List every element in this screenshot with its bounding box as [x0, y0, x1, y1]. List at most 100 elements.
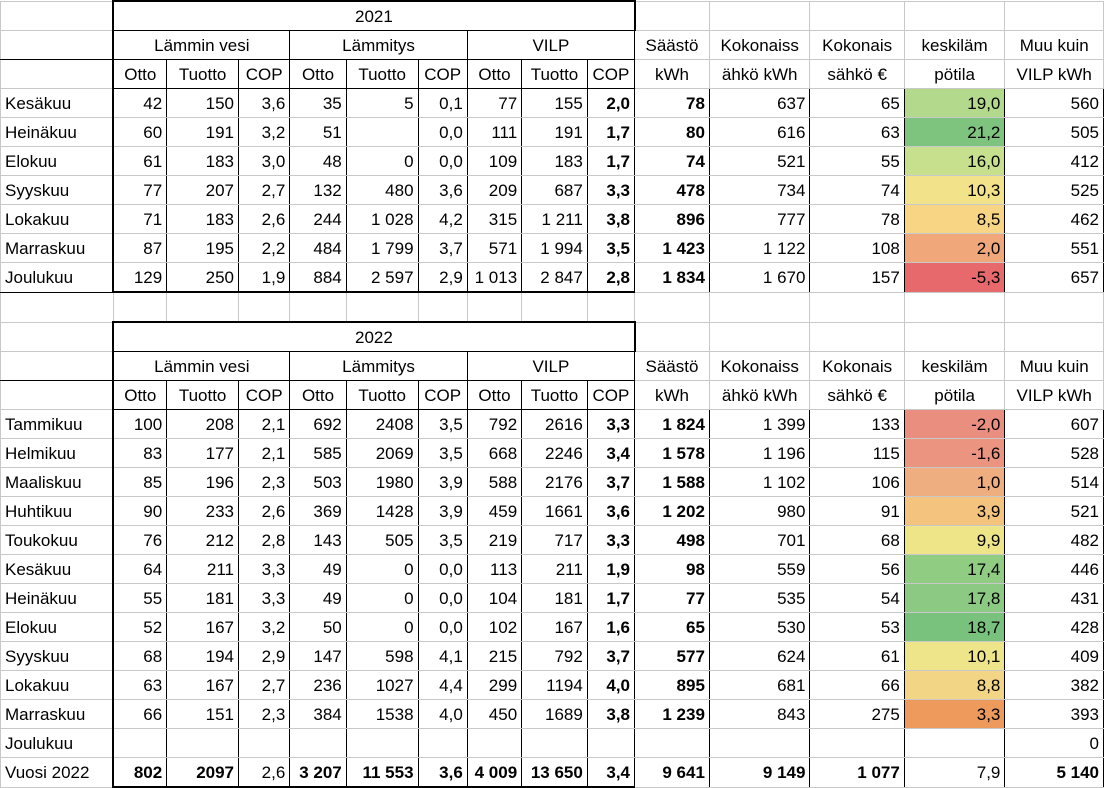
value-cell[interactable]: 521	[1004, 496, 1104, 526]
group-header[interactable]: VILP	[466, 351, 636, 381]
value-cell[interactable]: 3,9	[417, 467, 468, 497]
month-cell[interactable]: Tammikuu	[0, 409, 114, 439]
value-cell[interactable]	[634, 728, 710, 758]
column-header[interactable]: pötila	[903, 380, 1006, 410]
value-cell[interactable]: 559	[708, 554, 811, 584]
blank-cell[interactable]	[708, 0, 811, 31]
value-cell[interactable]: 151	[166, 699, 240, 729]
total-cell[interactable]: 3 207	[289, 757, 347, 788]
value-cell[interactable]: 0	[345, 612, 419, 642]
value-cell[interactable]: 503	[289, 467, 347, 497]
value-cell[interactable]: 53	[809, 612, 905, 642]
value-cell[interactable]: 450	[466, 699, 523, 729]
value-cell[interactable]: 63	[112, 670, 168, 700]
value-cell[interactable]: 211	[166, 554, 240, 584]
value-cell[interactable]: 1 799	[345, 233, 419, 263]
blank-cell[interactable]	[0, 30, 114, 60]
column-header[interactable]: keskiläm	[903, 351, 1006, 381]
value-cell[interactable]: 1 202	[634, 496, 710, 526]
value-cell[interactable]: 369	[289, 496, 347, 526]
sub-header[interactable]: Otto	[289, 380, 347, 410]
total-cell[interactable]: 3,6	[417, 757, 468, 788]
value-cell[interactable]: 315	[466, 204, 523, 234]
value-cell[interactable]: 0,0	[417, 612, 468, 642]
month-cell[interactable]: Lokakuu	[0, 670, 114, 700]
value-cell[interactable]: 3,5	[586, 233, 636, 263]
value-cell[interactable]	[112, 728, 168, 758]
value-cell[interactable]: 560	[1004, 88, 1104, 118]
total-cell[interactable]: 1 077	[809, 757, 905, 788]
value-cell[interactable]: 150	[166, 88, 240, 118]
column-header[interactable]: Kokonaiss	[708, 30, 811, 60]
sub-header[interactable]: COP	[238, 380, 291, 410]
value-cell[interactable]: 85	[112, 467, 168, 497]
group-header[interactable]: VILP	[466, 30, 636, 60]
value-cell[interactable]: 133	[809, 409, 905, 439]
column-header[interactable]: sähkö €	[809, 380, 905, 410]
value-cell[interactable]: 77	[634, 583, 710, 613]
value-cell[interactable]: 106	[809, 467, 905, 497]
blank-cell[interactable]	[238, 291, 291, 323]
value-cell[interactable]: 2616	[521, 409, 588, 439]
temperature-cell[interactable]: 3,3	[903, 699, 1006, 729]
value-cell[interactable]: 0	[1004, 728, 1104, 758]
value-cell[interactable]: 551	[1004, 233, 1104, 263]
value-cell[interactable]: 3,3	[238, 554, 291, 584]
value-cell[interactable]: 196	[166, 467, 240, 497]
value-cell[interactable]: 498	[634, 525, 710, 555]
month-cell[interactable]: Helmikuu	[0, 438, 114, 468]
value-cell[interactable]: 177	[166, 438, 240, 468]
value-cell[interactable]: 1538	[345, 699, 419, 729]
value-cell[interactable]: 132	[289, 175, 347, 205]
value-cell[interactable]: 2069	[345, 438, 419, 468]
value-cell[interactable]: 2,3	[238, 699, 291, 729]
value-cell[interactable]	[166, 728, 240, 758]
temperature-cell[interactable]: 2,0	[903, 233, 1006, 263]
temperature-cell[interactable]: 16,0	[903, 146, 1006, 176]
value-cell[interactable]: 462	[1004, 204, 1104, 234]
value-cell[interactable]: 244	[289, 204, 347, 234]
blank-cell[interactable]	[289, 291, 347, 323]
value-cell[interactable]: 55	[112, 583, 168, 613]
value-cell[interactable]: 0,1	[417, 88, 468, 118]
value-cell[interactable]: 3,5	[417, 438, 468, 468]
value-cell[interactable]: 734	[708, 175, 811, 205]
value-cell[interactable]: 1 239	[634, 699, 710, 729]
value-cell[interactable]: 181	[166, 583, 240, 613]
value-cell[interactable]: 195	[166, 233, 240, 263]
value-cell[interactable]: 446	[1004, 554, 1104, 584]
value-cell[interactable]: 61	[809, 641, 905, 671]
value-cell[interactable]: 393	[1004, 699, 1104, 729]
value-cell[interactable]: 1 013	[466, 262, 523, 293]
value-cell[interactable]: 588	[466, 467, 523, 497]
value-cell[interactable]: 2 597	[345, 262, 419, 293]
sub-header[interactable]: Tuotto	[521, 59, 588, 89]
value-cell[interactable]: 571	[466, 233, 523, 263]
value-cell[interactable]: 1,9	[586, 554, 636, 584]
group-header[interactable]: Lämmin vesi	[112, 351, 291, 381]
value-cell[interactable]: 51	[289, 117, 347, 147]
value-cell[interactable]: 980	[708, 496, 811, 526]
value-cell[interactable]: 607	[1004, 409, 1104, 439]
value-cell[interactable]: 1 670	[708, 262, 811, 293]
value-cell[interactable]: 60	[112, 117, 168, 147]
value-cell[interactable]: 108	[809, 233, 905, 263]
blank-cell[interactable]	[345, 291, 419, 323]
column-header[interactable]: VILP kWh	[1004, 380, 1104, 410]
value-cell[interactable]: 1,6	[586, 612, 636, 642]
blank-cell[interactable]	[0, 291, 114, 323]
value-cell[interactable]: 208	[166, 409, 240, 439]
value-cell[interactable]: 412	[1004, 146, 1104, 176]
value-cell[interactable]: 2,7	[238, 175, 291, 205]
value-cell[interactable]: 1,7	[586, 583, 636, 613]
value-cell[interactable]	[708, 728, 811, 758]
blank-cell[interactable]	[1004, 291, 1104, 323]
total-cell[interactable]: 3,4	[586, 757, 636, 788]
value-cell[interactable]: 52	[112, 612, 168, 642]
sub-header[interactable]: Otto	[466, 59, 523, 89]
value-cell[interactable]: 4,1	[417, 641, 468, 671]
value-cell[interactable]: 2,6	[238, 496, 291, 526]
value-cell[interactable]: 0	[345, 583, 419, 613]
group-header[interactable]: Lämmitys	[289, 351, 468, 381]
value-cell[interactable]: 1 423	[634, 233, 710, 263]
